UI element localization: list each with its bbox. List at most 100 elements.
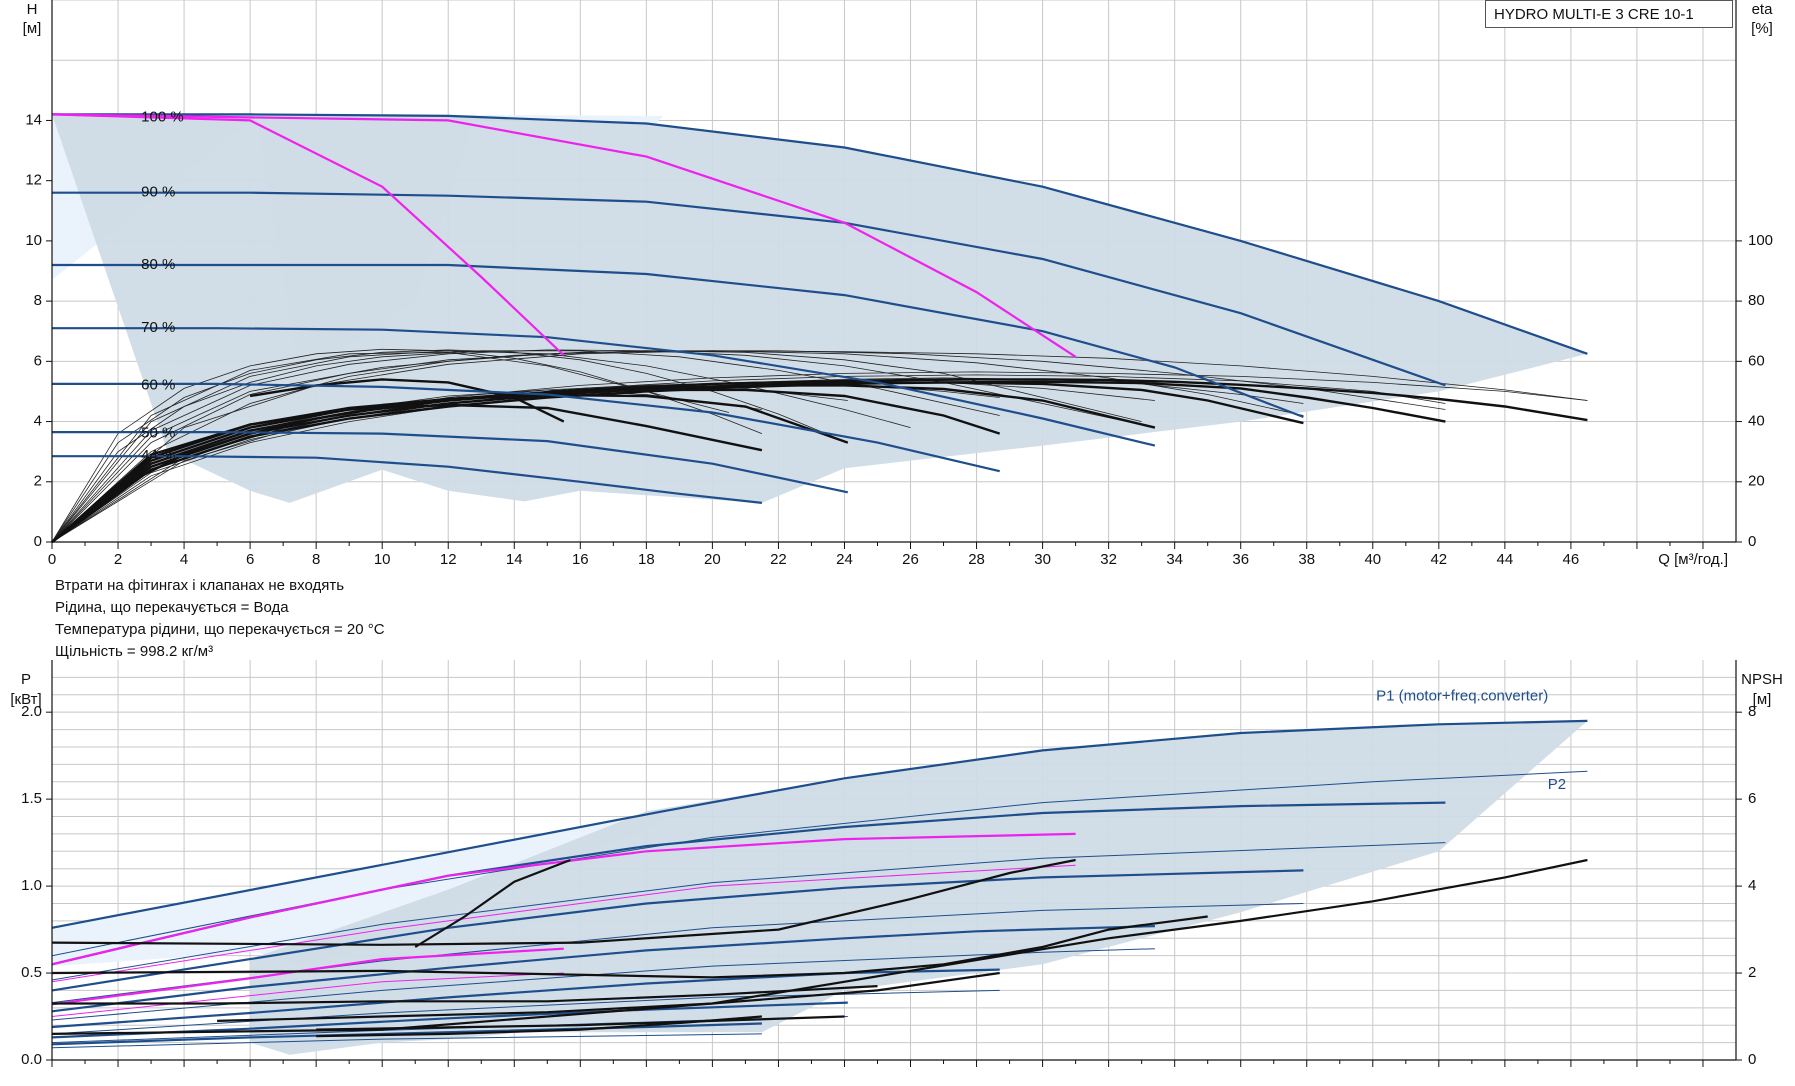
bottom-y-tick-label: 1.0 — [21, 877, 42, 894]
p2-series-label: P2 — [1548, 776, 1566, 793]
p2-curve — [51, 1033, 762, 1049]
top-y-tick-label: 4 — [34, 413, 42, 430]
npsh-curve — [52, 985, 878, 1005]
top-eta-tick-label: 60 — [1748, 352, 1765, 369]
top-y-tick-label: 14 — [25, 111, 42, 128]
p1-curve — [51, 968, 1000, 1029]
eta-curve-thin — [51, 350, 1000, 543]
top-x-tick-label: 16 — [572, 551, 589, 568]
top-x-tick-label: 10 — [374, 551, 391, 568]
bottom-npsh-tick-label: 6 — [1748, 790, 1756, 807]
bottom-npsh-tick-label: 0 — [1748, 1051, 1756, 1068]
top-y-tick-label: 6 — [34, 352, 42, 369]
head-curve — [52, 382, 1000, 473]
top-x-tick-label: 18 — [638, 551, 655, 568]
speed-label: 100 % — [141, 108, 184, 125]
npsh-curve — [217, 971, 1000, 1022]
npsh-curve — [316, 1015, 762, 1038]
p2-curve — [51, 948, 1155, 1021]
speed-label: 80 % — [141, 256, 175, 273]
bottom-operating-area — [250, 720, 1588, 1055]
eta-curve-thin — [51, 348, 763, 543]
system-curve — [51, 113, 1077, 358]
note-line-3: Температура рідини, що перекачується = 2… — [55, 621, 385, 638]
npsh-curve — [414, 858, 571, 948]
top-x-tick-label: 8 — [312, 551, 320, 568]
top-x-tick-label: 42 — [1430, 551, 1447, 568]
bottom-npsh-tick-label: 2 — [1748, 964, 1756, 981]
chart-notes: Втрати на фітингах і клапанах не входять… — [55, 575, 385, 663]
npsh-curve — [51, 858, 1076, 946]
bottom-npsh-axis-unit: [м] — [1753, 691, 1772, 708]
top-y-tick-label: 8 — [34, 292, 42, 309]
head-curve — [52, 431, 849, 494]
eta-curve-thin — [51, 350, 911, 543]
top-x-tick-label: 20 — [704, 551, 721, 568]
p1-curve — [51, 1022, 762, 1046]
top-x-tick-label: 38 — [1298, 551, 1315, 568]
note-line-2: Рідина, що перекачується = Вода — [55, 599, 289, 616]
top-eta-tick-label: 40 — [1748, 413, 1765, 430]
top-x-tick-label: 22 — [770, 551, 787, 568]
eta-curve — [249, 378, 565, 423]
note-line-1: Втрати на фітингах і клапанах не входять — [55, 577, 345, 594]
bottom-y-tick-label: 1.5 — [21, 790, 42, 807]
top-y-tick-label: 2 — [34, 473, 42, 490]
eta-curve — [51, 393, 849, 543]
p1-curve — [51, 925, 1155, 1013]
top-operating-area — [52, 114, 1588, 503]
head-curve — [52, 263, 1304, 419]
top-x-tick-label: 4 — [180, 551, 188, 568]
top-y-tick-label: 10 — [25, 232, 42, 249]
speed-label: 44 % — [141, 447, 175, 464]
top-y-tick-label: 0 — [34, 533, 42, 550]
p1-series-label: P1 (motor+freq.converter) — [1376, 687, 1548, 704]
npsh-curve — [51, 858, 1588, 1035]
top-y-tick-label: 12 — [25, 172, 42, 189]
top-x-tick-label: 12 — [440, 551, 457, 568]
top-x-tick-label: 32 — [1100, 551, 1117, 568]
eta-curve — [51, 403, 763, 543]
speed-label: 50 % — [141, 425, 175, 442]
top-x-tick-label: 28 — [968, 551, 985, 568]
bottom-y-axis-label: P — [21, 671, 31, 688]
power-system-curve — [51, 832, 1076, 966]
power-system-curve — [51, 864, 1076, 983]
eta-curve-thin — [51, 349, 848, 543]
top-x-tick-label: 34 — [1166, 551, 1183, 568]
note-line-4: Щільність = 998.2 кг/м³ — [55, 643, 214, 660]
head-curve — [52, 455, 763, 504]
bottom-y-tick-label: 2.0 — [21, 703, 42, 720]
eta-curve — [51, 388, 1001, 543]
head-curve — [52, 113, 1588, 355]
system-curve — [51, 113, 565, 357]
top-eta-tick-label: 0 — [1748, 533, 1756, 550]
bottom-npsh-axis-label: NPSH — [1741, 671, 1783, 688]
head-curve — [52, 327, 1156, 447]
p2-curve — [51, 842, 1446, 981]
top-eta-axis-label: eta — [1752, 1, 1774, 18]
top-x-axis-label: Q [м³/год.] — [1658, 551, 1728, 568]
top-x-tick-label: 46 — [1563, 551, 1580, 568]
top-x-tick-label: 6 — [246, 551, 254, 568]
top-eta-tick-label: 20 — [1748, 473, 1765, 490]
npsh-curve — [316, 1015, 845, 1031]
bottom-y-axis-unit: [кВт] — [10, 691, 41, 708]
eta-curve-thin — [51, 350, 1142, 543]
bottom-y-tick-label: 0.0 — [21, 1051, 42, 1068]
p1-curve — [51, 719, 1588, 929]
top-eta-tick-label: 80 — [1748, 292, 1765, 309]
top-y-axis-label: H — [27, 1, 38, 18]
top-x-tick-label: 36 — [1232, 551, 1249, 568]
p1-curve — [51, 869, 1304, 992]
bottom-y-tick-label: 0.5 — [21, 964, 42, 981]
bottom-npsh-tick-label: 8 — [1748, 703, 1756, 720]
top-x-tick-label: 24 — [836, 551, 853, 568]
speed-label: 60 % — [141, 376, 175, 393]
power-system-curve — [51, 972, 564, 1017]
top-eta-tick-label: 100 — [1748, 232, 1773, 249]
speed-label: 70 % — [141, 319, 175, 336]
top-x-tick-label: 40 — [1364, 551, 1381, 568]
